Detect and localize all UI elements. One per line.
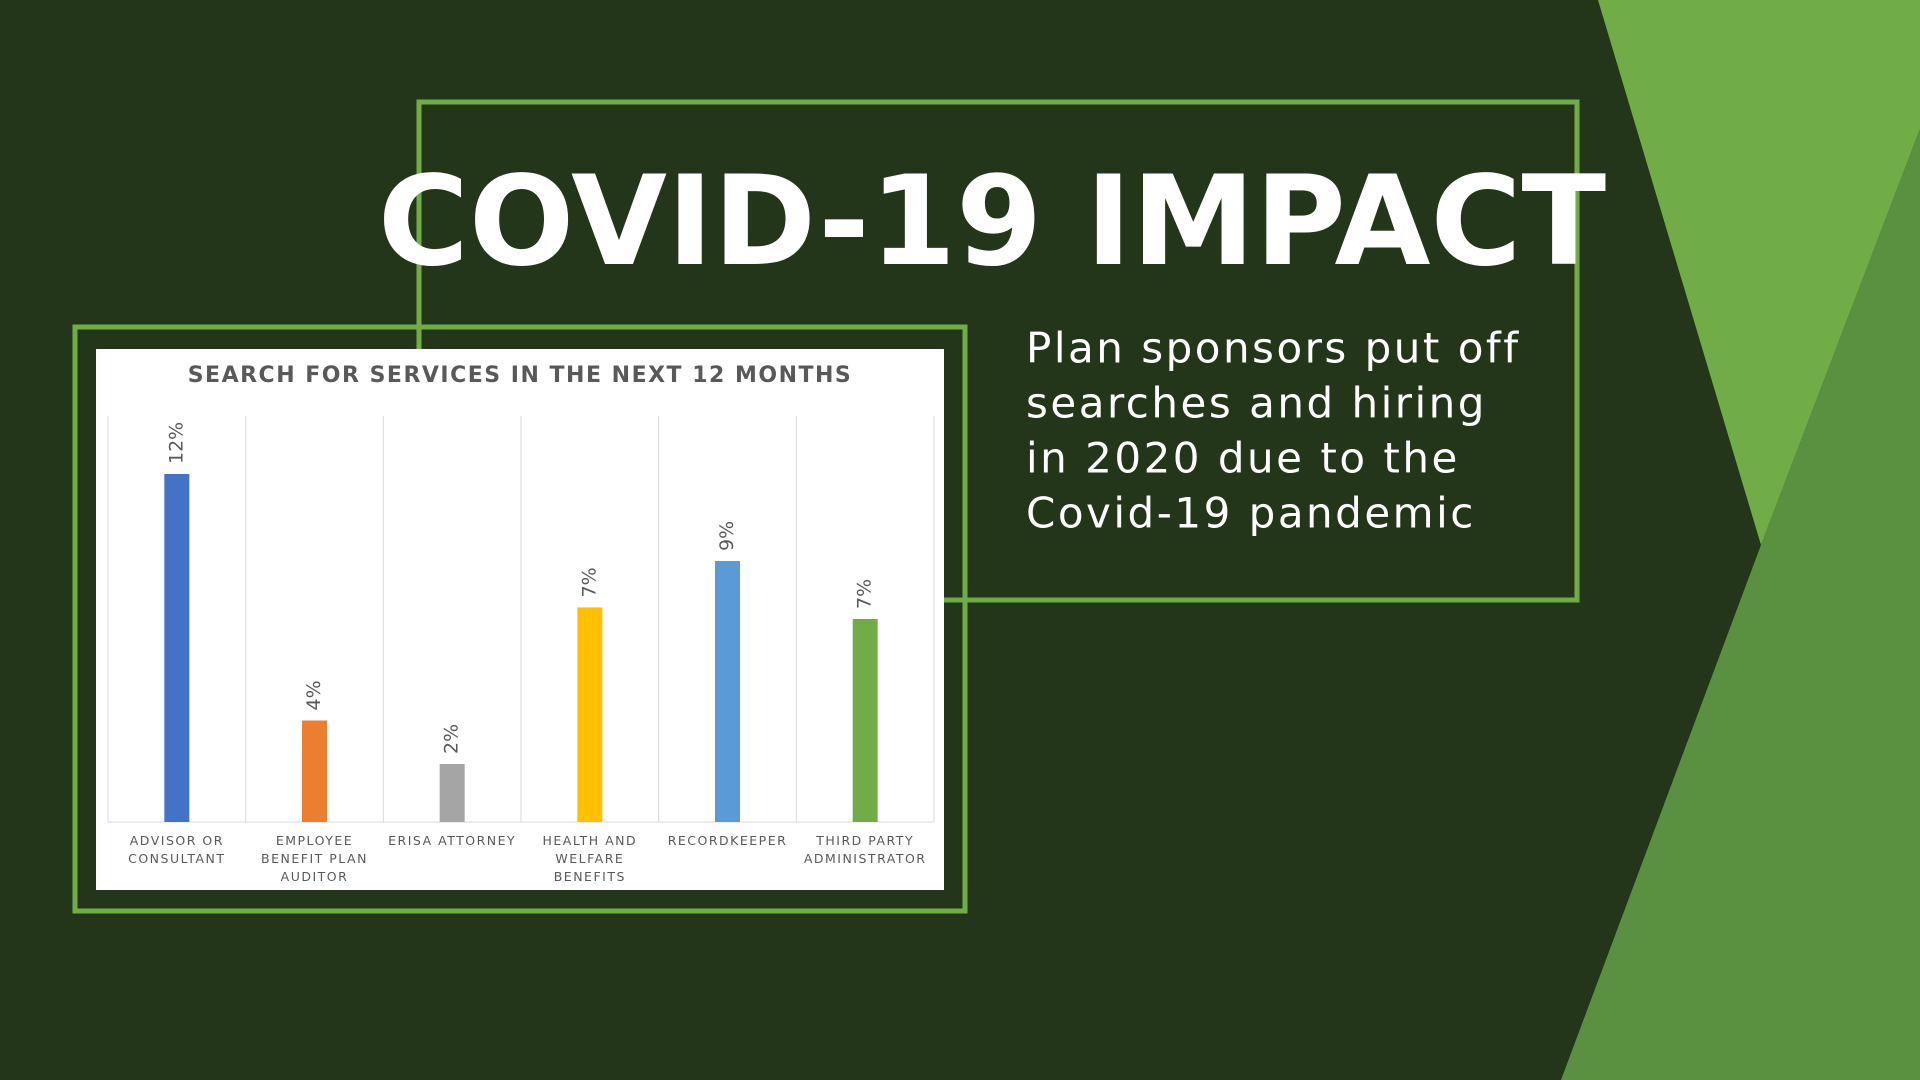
value-label: 7% [854, 579, 876, 609]
x-tick-label: THIRD PARTY ADMINISTRATOR [804, 833, 927, 866]
chart-frame [72, 324, 968, 914]
chart-panel [96, 349, 944, 890]
body-line: Plan sponsors put off [1026, 324, 1521, 373]
body-line: Covid-19 pandemic [1026, 489, 1476, 538]
x-tick-label: HEALTH AND WELFARE BENEFITS [543, 833, 638, 884]
bar [164, 474, 190, 822]
accent-dark [1561, 129, 1920, 1080]
body-text: Plan sponsors put off searches and hiring… [1026, 324, 1521, 538]
value-label: 2% [441, 724, 463, 754]
bar [715, 561, 740, 822]
plot: 12% ADVISOR OR CONSULTANT 4% EMPLOYEE BENEFIT… [107, 416, 935, 884]
x-tick-label: ADVISOR OR CONSULTANT [128, 833, 225, 866]
bar [439, 764, 465, 822]
body-line: in 2020 due to the [1026, 434, 1460, 483]
x-tick-label: ERISA ATTORNEY [388, 833, 516, 848]
value-label: 4% [303, 680, 325, 710]
value-label: 7% [578, 567, 600, 597]
slide-title: COVID-19 IMPACT [378, 150, 1606, 294]
accent-light [1598, 0, 1920, 545]
x-tick-label: RECORDKEEPER [668, 833, 788, 848]
value-label: 12% [165, 422, 187, 464]
x-tick-label: EMPLOYEE BENEFIT PLAN AUDITOR [261, 833, 368, 884]
chart-title: SEARCH FOR SERVICES IN THE NEXT 12 MONTH… [188, 363, 853, 388]
bar [577, 607, 603, 822]
bar [302, 720, 327, 822]
value-label: 9% [716, 521, 738, 551]
body-line: searches and hiring [1026, 379, 1487, 428]
bar [852, 619, 878, 822]
